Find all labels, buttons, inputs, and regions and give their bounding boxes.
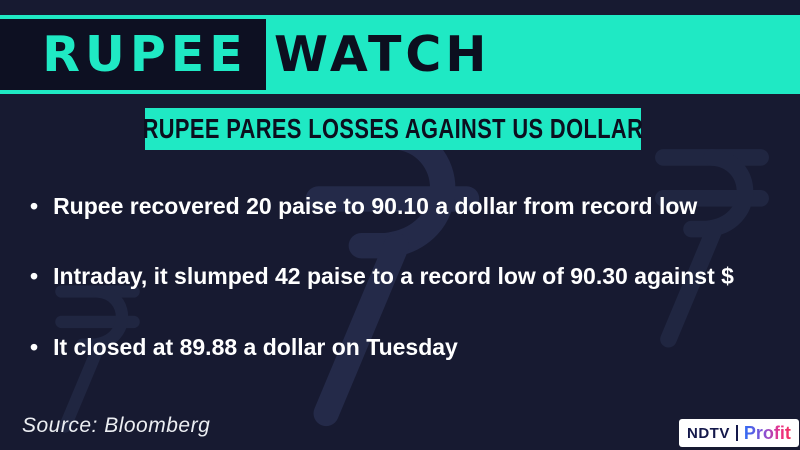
- source-attribution: Source: Bloomberg: [22, 414, 211, 437]
- headline-text: RUPEE PARES LOSSES AGAINST US DOLLAR: [142, 113, 644, 144]
- logo-brand-text: NDTV: [687, 424, 730, 442]
- bullet-item: • Intraday, it slumped 42 paise to a rec…: [30, 263, 734, 289]
- bullet-text: Rupee recovered 20 paise to 90.10 a doll…: [53, 193, 698, 219]
- bullet-text: Intraday, it slumped 42 paise to a recor…: [53, 263, 734, 289]
- headline-banner: RUPEE PARES LOSSES AGAINST US DOLLAR: [142, 108, 644, 150]
- rupee-watermark-icon: [648, 118, 776, 376]
- bullet-dot: •: [30, 193, 39, 219]
- bullet-dot: •: [30, 334, 39, 360]
- ndtv-profit-logo: NDTV Profit: [679, 419, 799, 447]
- header-title-right: WATCH: [274, 26, 491, 83]
- bullet-item: • It closed at 89.88 a dollar on Tuesday: [30, 334, 458, 360]
- bullet-text: It closed at 89.88 a dollar on Tuesday: [53, 334, 458, 360]
- bullet-item: • Rupee recovered 20 paise to 90.10 a do…: [30, 193, 697, 219]
- logo-product-text: Profit: [743, 423, 791, 443]
- header-title-left-box: RUPEE: [0, 19, 266, 90]
- header-band: RUPEE WATCH: [0, 15, 800, 94]
- bullet-dot: •: [30, 263, 39, 289]
- header-title-left: RUPEE: [42, 26, 248, 83]
- logo-divider: [735, 425, 738, 441]
